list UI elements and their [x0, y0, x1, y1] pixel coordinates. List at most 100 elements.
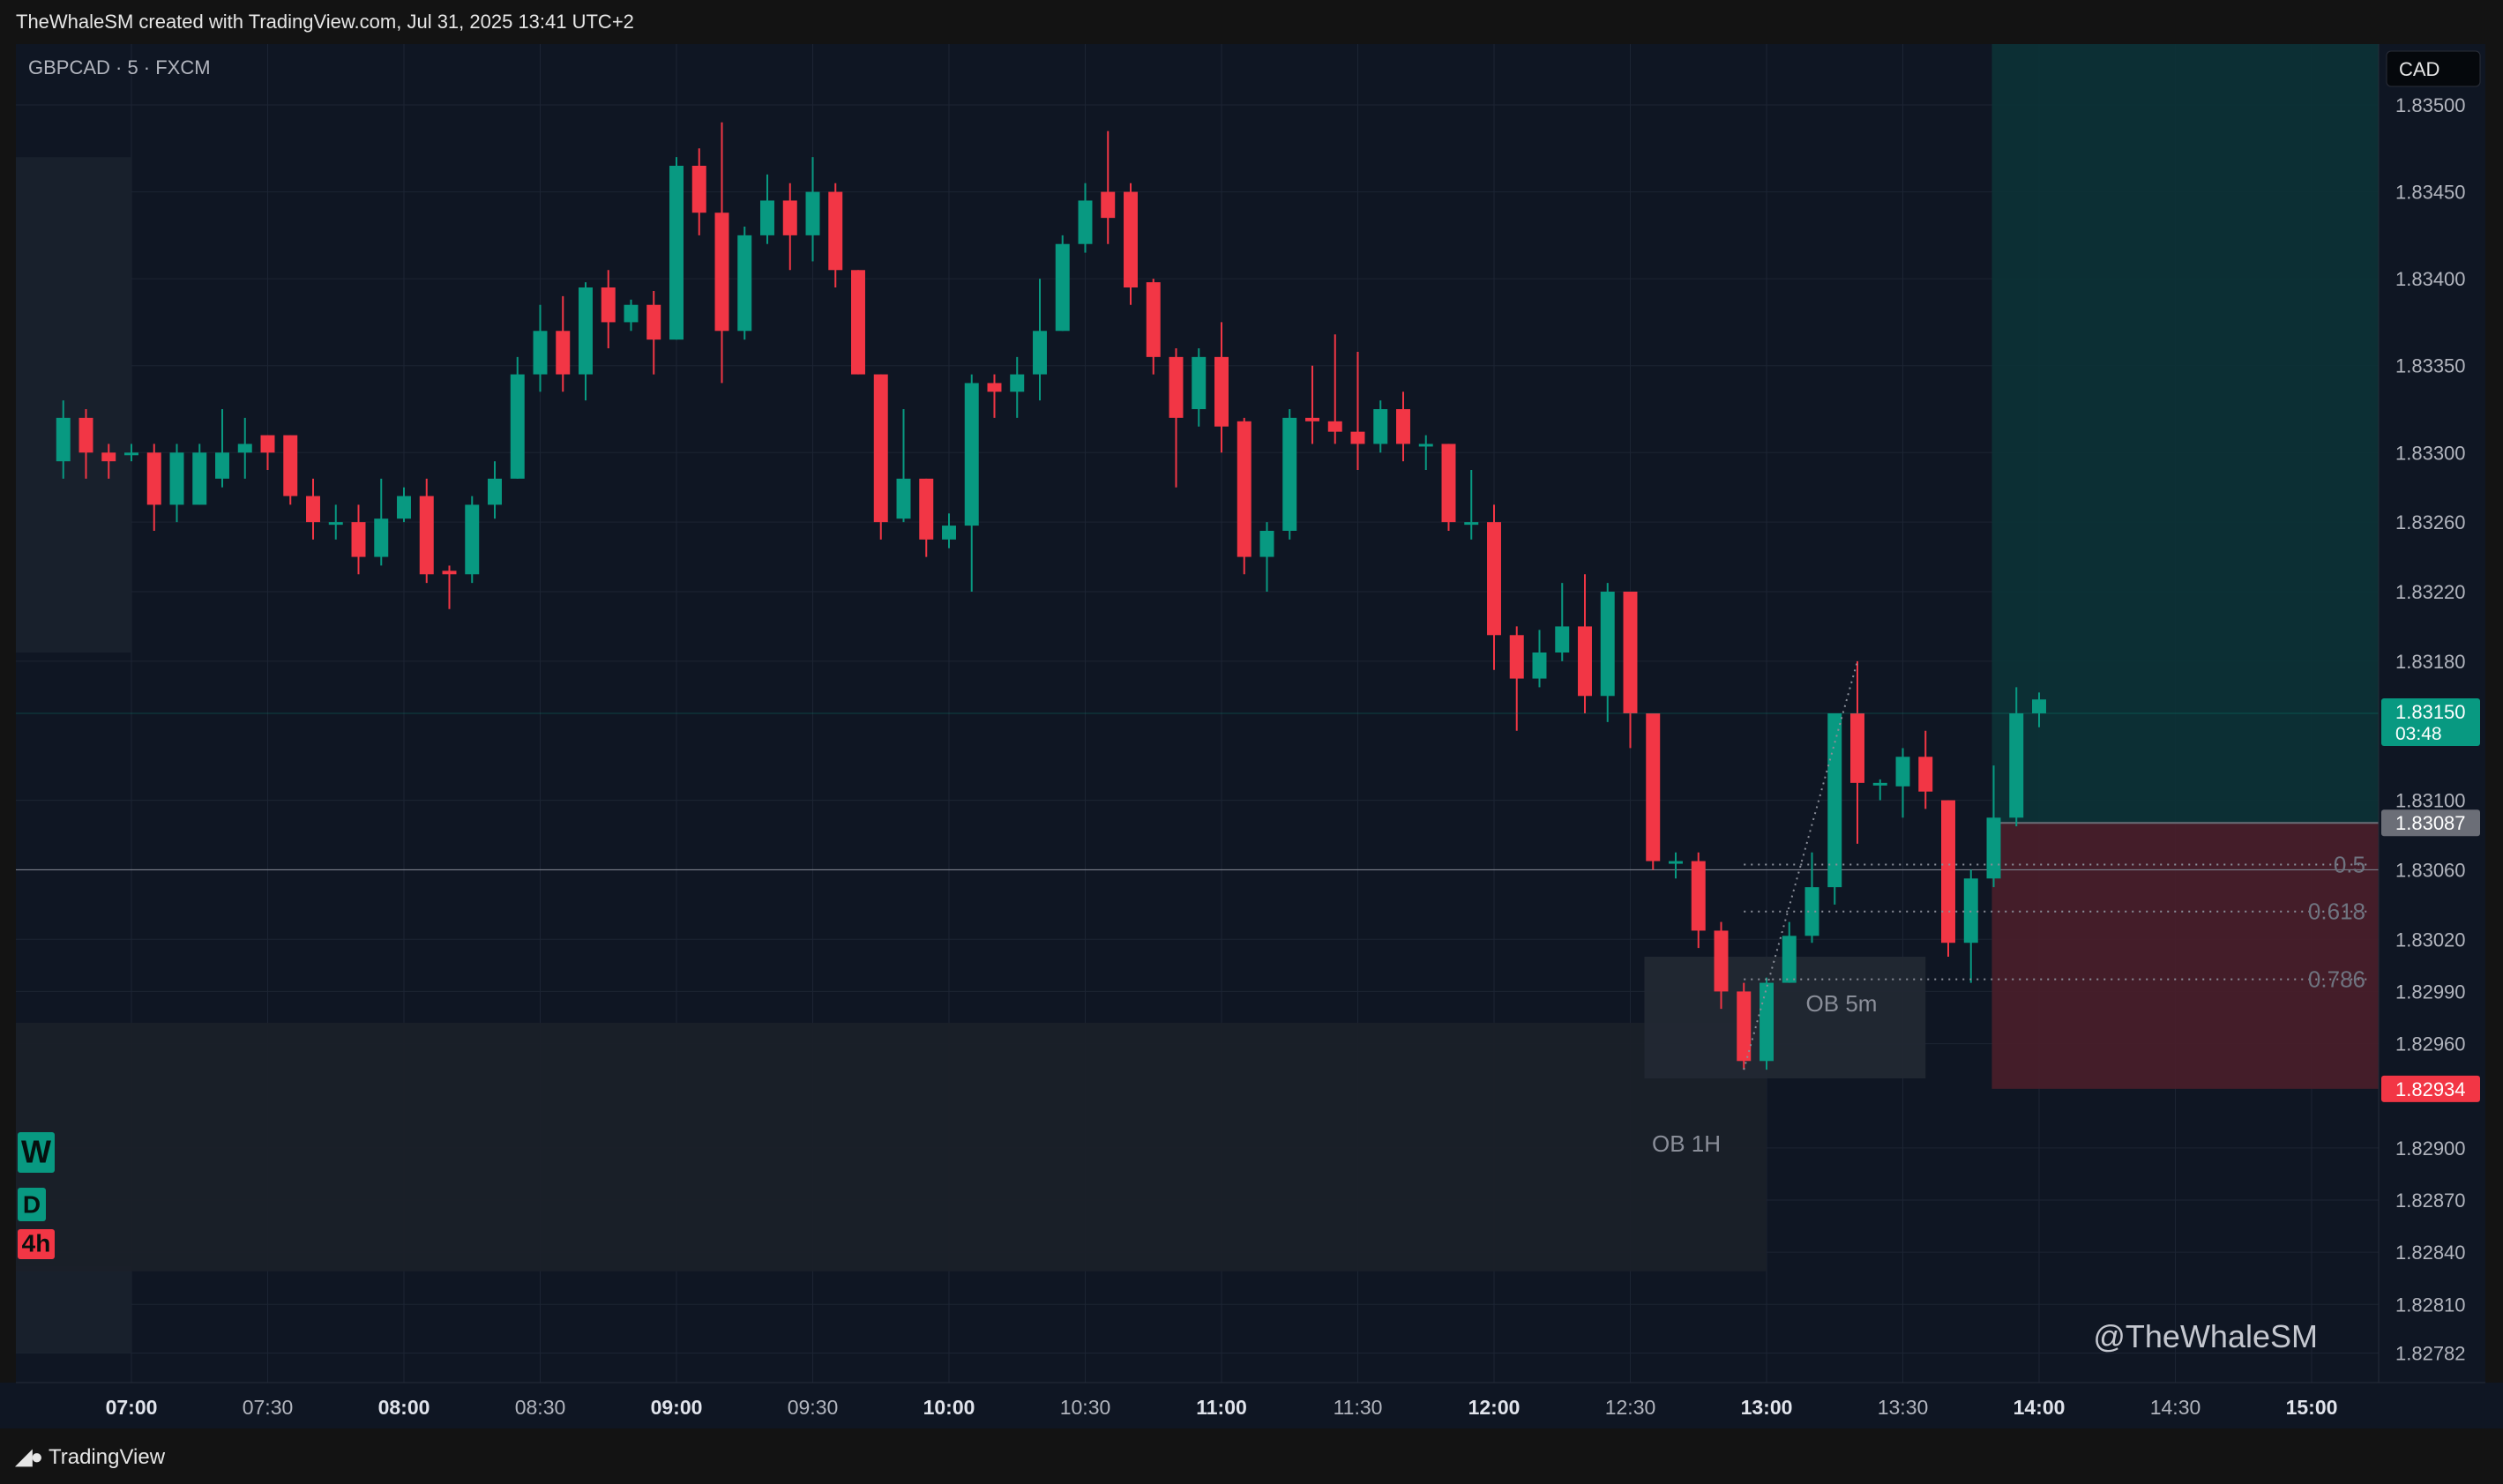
- candle-body[interactable]: [260, 435, 275, 453]
- y-tick-label: 1.83220: [2395, 581, 2466, 603]
- candle-body[interactable]: [828, 191, 843, 271]
- candle-body[interactable]: [1555, 626, 1570, 653]
- candle-body[interactable]: [237, 444, 252, 453]
- candle-body[interactable]: [873, 374, 888, 523]
- position-target-zone[interactable]: [1991, 44, 2380, 824]
- candle-body[interactable]: [1055, 243, 1070, 332]
- currency-button[interactable]: [2386, 50, 2481, 87]
- candle-body[interactable]: [1646, 713, 1661, 861]
- candle-body[interactable]: [2009, 713, 2024, 818]
- candle-body[interactable]: [1146, 282, 1161, 357]
- candle-body[interactable]: [1259, 531, 1274, 557]
- candle-body[interactable]: [1669, 861, 1683, 864]
- candle-body[interactable]: [510, 374, 525, 479]
- candle-body[interactable]: [1078, 200, 1093, 244]
- candle-body[interactable]: [1441, 444, 1456, 523]
- brand[interactable]: ◢● TradingView: [16, 1444, 165, 1470]
- candle-body[interactable]: [1101, 191, 1116, 219]
- candle-body[interactable]: [1327, 421, 1342, 432]
- candle-body[interactable]: [1124, 191, 1138, 287]
- candle-body[interactable]: [1941, 800, 1955, 943]
- candle-body[interactable]: [1418, 444, 1433, 447]
- candle-body[interactable]: [579, 287, 593, 375]
- zone-1[interactable]: [16, 1022, 1767, 1271]
- candle-body[interactable]: [987, 383, 1002, 392]
- candle-body[interactable]: [419, 496, 434, 575]
- candle-body[interactable]: [805, 191, 820, 235]
- candle-body[interactable]: [488, 478, 502, 505]
- candle-body[interactable]: [1895, 757, 1910, 787]
- candles-layer[interactable]: [56, 122, 2046, 1070]
- candle-body[interactable]: [1918, 757, 1933, 792]
- candle-body[interactable]: [1737, 991, 1752, 1062]
- candle-body[interactable]: [1033, 331, 1047, 375]
- fib-trend-line[interactable]: [1743, 660, 1858, 1070]
- candle-body[interactable]: [1214, 356, 1229, 427]
- candle-body[interactable]: [1578, 626, 1592, 697]
- candle-body[interactable]: [351, 522, 366, 557]
- candle-body[interactable]: [374, 518, 389, 557]
- candle-body[interactable]: [714, 213, 729, 332]
- candle-body[interactable]: [1487, 522, 1501, 636]
- candle-body[interactable]: [283, 435, 298, 496]
- candle-body[interactable]: [556, 331, 571, 375]
- candle-body[interactable]: [851, 270, 865, 375]
- candle-body[interactable]: [215, 452, 229, 479]
- candle-body[interactable]: [964, 383, 979, 526]
- candle-body[interactable]: [669, 166, 684, 340]
- symbol-label[interactable]: GBPCAD · 5 · FXCM: [28, 56, 211, 78]
- y-tick-label: 1.82900: [2395, 1137, 2466, 1160]
- candle-body[interactable]: [691, 166, 706, 213]
- candle-body[interactable]: [1782, 936, 1797, 983]
- candle-body[interactable]: [1532, 653, 1547, 679]
- time-axis[interactable]: [0, 1383, 2503, 1428]
- candle-body[interactable]: [1010, 374, 1025, 392]
- candle-body[interactable]: [1804, 887, 1819, 936]
- candle-body[interactable]: [1305, 417, 1319, 421]
- candle-body[interactable]: [1872, 782, 1887, 786]
- candle-body[interactable]: [1396, 409, 1410, 444]
- candle-body[interactable]: [942, 526, 956, 540]
- candle-body[interactable]: [78, 417, 93, 453]
- candle-body[interactable]: [146, 452, 161, 505]
- candle-body[interactable]: [1464, 522, 1479, 526]
- candle-body[interactable]: [1827, 713, 1842, 888]
- candle-body[interactable]: [56, 417, 71, 462]
- candle-body[interactable]: [101, 452, 116, 462]
- candle-body[interactable]: [442, 570, 457, 575]
- candle-body[interactable]: [465, 504, 480, 575]
- position-stop-zone[interactable]: [1991, 823, 2380, 1089]
- candle-body[interactable]: [2032, 699, 2046, 713]
- candle-body[interactable]: [1623, 592, 1638, 713]
- candle-body[interactable]: [1600, 592, 1615, 697]
- candle-body[interactable]: [1192, 356, 1207, 409]
- candle-body[interactable]: [192, 452, 207, 505]
- candle-body[interactable]: [919, 478, 934, 540]
- candle-body[interactable]: [124, 452, 138, 456]
- candle-body[interactable]: [1282, 417, 1297, 531]
- candle-body[interactable]: [624, 304, 639, 323]
- candle-body[interactable]: [1509, 635, 1524, 679]
- candle-body[interactable]: [1373, 409, 1388, 444]
- candle-body[interactable]: [1237, 421, 1252, 557]
- candle-body[interactable]: [1691, 861, 1706, 931]
- candle-body[interactable]: [760, 200, 774, 235]
- candle-body[interactable]: [646, 304, 661, 340]
- candle-body[interactable]: [169, 452, 184, 505]
- candle-body[interactable]: [601, 287, 616, 323]
- candle-body[interactable]: [896, 478, 911, 519]
- candle-body[interactable]: [1169, 356, 1184, 418]
- candle-body[interactable]: [1760, 982, 1774, 1062]
- candle-body[interactable]: [1714, 930, 1729, 992]
- candle-body[interactable]: [328, 522, 343, 526]
- candle-body[interactable]: [1350, 431, 1365, 444]
- candle-body[interactable]: [397, 496, 411, 519]
- candle-body[interactable]: [782, 200, 797, 235]
- candle-body[interactable]: [737, 235, 752, 332]
- candle-body[interactable]: [1850, 713, 1864, 783]
- candle-body[interactable]: [306, 496, 320, 523]
- candle-body[interactable]: [1986, 817, 2001, 879]
- position-tool[interactable]: [16, 44, 2379, 1089]
- candle-body[interactable]: [533, 331, 548, 375]
